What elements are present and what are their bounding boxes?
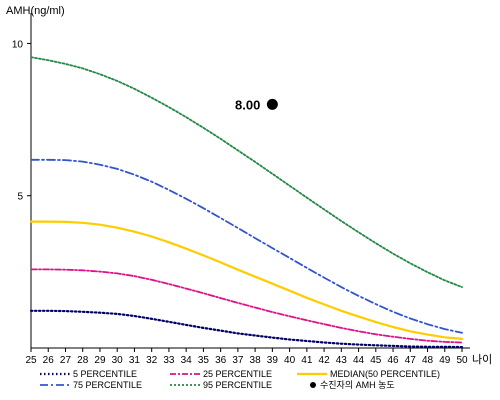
x-tick-label: 44 bbox=[353, 355, 365, 366]
x-tick-label: 40 bbox=[284, 355, 296, 366]
x-tick-label: 46 bbox=[387, 355, 399, 366]
x-tick-label: 25 bbox=[25, 355, 37, 366]
legend-label: 5 PERCENTILE bbox=[73, 369, 137, 379]
x-tick-label: 39 bbox=[267, 355, 279, 366]
x-tick-label: 35 bbox=[198, 355, 210, 366]
series-line-5 bbox=[30, 56, 463, 288]
x-tick-label: 37 bbox=[232, 355, 244, 366]
patient-amh-value-label: 8.00 bbox=[235, 97, 260, 112]
x-tick-label: 48 bbox=[422, 355, 434, 366]
x-tick-label: 43 bbox=[336, 355, 348, 366]
x-tick-label: 29 bbox=[94, 355, 106, 366]
legend-label: MEDIAN(50 PERCENTILE) bbox=[330, 369, 440, 379]
series-line-2 bbox=[30, 268, 463, 344]
y-tick-label: 5 bbox=[17, 192, 23, 203]
x-tick-label: 36 bbox=[215, 355, 227, 366]
y-axis-title: AMH(ng/ml) bbox=[6, 5, 65, 17]
series-line-1 bbox=[29, 309, 464, 349]
legend-label: 25 PERCENTILE bbox=[203, 369, 272, 379]
y-tick-label: 10 bbox=[12, 39, 24, 50]
legend-label: 95 PERCENTILE bbox=[203, 380, 272, 390]
x-tick-label: 47 bbox=[405, 355, 417, 366]
x-tick-label: 38 bbox=[250, 355, 262, 366]
x-tick-label: 41 bbox=[301, 355, 313, 366]
x-tick-label: 34 bbox=[181, 355, 193, 366]
x-tick-label: 30 bbox=[112, 355, 124, 366]
x-tick-label: 28 bbox=[77, 355, 89, 366]
x-axis-title: 나이 bbox=[472, 353, 492, 366]
patient-amh-point bbox=[266, 98, 278, 110]
series-line-4 bbox=[30, 158, 463, 334]
legend-label: 75 PERCENTILE bbox=[73, 380, 142, 390]
tick-labels: 25 26 27 28 29 30 31 32 33 34 35 36 37 38 39 40 41 42 43 44… bbox=[12, 39, 468, 366]
x-tick-label: 42 bbox=[319, 355, 331, 366]
x-tick-label: 49 bbox=[439, 355, 451, 366]
x-tick-label: 45 bbox=[370, 355, 382, 366]
x-tick-label: 32 bbox=[146, 355, 158, 366]
legend-label: 수진자의 AMH 농도 bbox=[320, 380, 395, 390]
legend-point-marker bbox=[310, 382, 316, 388]
x-tick-label: 33 bbox=[163, 355, 175, 366]
x-tick-label: 27 bbox=[60, 355, 72, 366]
series-lines bbox=[29, 56, 464, 349]
data-points: 8.00 bbox=[235, 97, 278, 112]
x-tick-label: 31 bbox=[129, 355, 141, 366]
axes bbox=[30, 13, 470, 349]
x-tick-label: 26 bbox=[43, 355, 55, 366]
legend: 5 PERCENTILE 25 PERCENTILE MEDIAN(50 PERCE… bbox=[40, 369, 440, 390]
series-line-3 bbox=[29, 220, 464, 340]
x-tick-label: 50 bbox=[456, 355, 468, 366]
